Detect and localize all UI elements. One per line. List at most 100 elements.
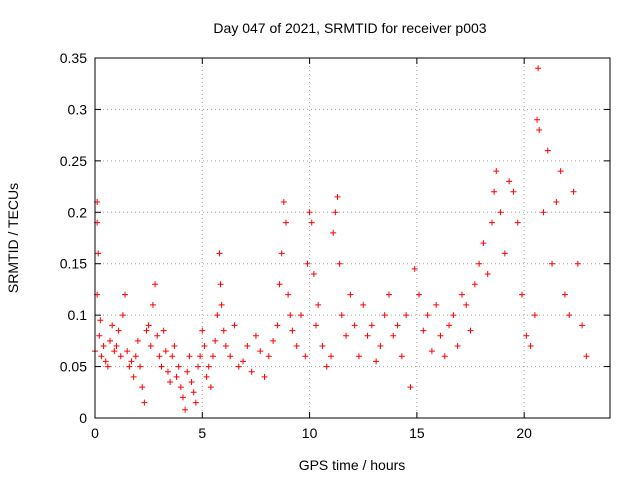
data-point [332, 209, 339, 216]
data-point [501, 250, 508, 257]
data-point [420, 327, 427, 334]
data-point [113, 343, 120, 349]
data-point [220, 327, 227, 334]
data-point [553, 199, 560, 205]
data-point [143, 327, 150, 334]
y-tick-label: 0.1 [68, 307, 88, 323]
data-point [186, 353, 193, 360]
y-tick-label: 0.3 [68, 101, 88, 117]
data-point [197, 353, 204, 360]
data-point [188, 379, 195, 385]
data-point [411, 265, 418, 272]
data-point [222, 343, 229, 349]
data-point [566, 312, 573, 319]
data-point [334, 193, 341, 200]
data-point [177, 384, 184, 391]
axis-ticks: 0 5 10 15 20 0 0.05 0.1 0.15 0.2 0.25 0.3 0.35 [60, 50, 610, 441]
data-point [328, 353, 335, 360]
data-point [289, 327, 296, 334]
data-point [175, 363, 182, 370]
data-point [104, 363, 111, 370]
data-point [182, 406, 189, 413]
data-point [141, 399, 148, 406]
data-point [117, 353, 124, 360]
data-point [561, 291, 568, 298]
data-point [102, 358, 109, 365]
data-point [126, 363, 133, 370]
data-point [304, 260, 311, 267]
data-point [450, 312, 457, 319]
data-point [360, 301, 367, 308]
data-point [156, 353, 163, 360]
data-point [385, 291, 392, 298]
data-point [231, 322, 238, 329]
data-point [531, 312, 538, 319]
data-point [519, 291, 526, 298]
chart-title: Day 047 of 2021, SRMTID for receiver p00… [213, 20, 486, 36]
data-point [147, 343, 154, 349]
data-point [476, 260, 483, 267]
data-point [347, 291, 354, 298]
data-point [218, 301, 225, 308]
y-tick-label: 0.25 [60, 153, 87, 169]
data-point [527, 343, 534, 349]
data-point [270, 337, 277, 344]
data-point [285, 291, 292, 298]
data-point [338, 312, 345, 319]
data-point [195, 363, 201, 370]
data-point [278, 250, 285, 257]
data-point [201, 343, 208, 349]
x-tick-label: 20 [516, 425, 532, 441]
data-point [139, 384, 146, 391]
data-point [179, 394, 186, 401]
data-point [199, 327, 206, 334]
data-point [535, 65, 542, 72]
data-point [171, 343, 178, 349]
data-point [287, 312, 294, 319]
data-point [394, 322, 401, 329]
plot-frame [94, 57, 611, 419]
grid [95, 58, 610, 418]
data-point [510, 188, 517, 195]
data-point [293, 343, 300, 349]
x-tick-label: 5 [198, 425, 206, 441]
data-point [302, 353, 309, 360]
data-point [381, 312, 388, 319]
data-point [169, 353, 176, 360]
data-point [115, 327, 122, 334]
data-point [463, 301, 470, 308]
x-tick-label: 15 [409, 425, 425, 441]
data-point [276, 281, 283, 288]
data-point [190, 389, 197, 396]
data-point [557, 168, 564, 175]
y-tick-label: 0 [79, 410, 87, 426]
data-point [377, 343, 384, 349]
y-tick-label: 0.15 [60, 256, 87, 272]
data-point [192, 399, 199, 406]
data-point [493, 168, 500, 175]
data-point [390, 332, 397, 339]
data-point [109, 322, 116, 329]
data-point [274, 322, 281, 329]
data-point [523, 332, 530, 339]
data-point [124, 348, 131, 355]
data-point [368, 322, 375, 329]
data-point [544, 147, 551, 154]
data-point [252, 332, 259, 339]
data-point [433, 301, 440, 308]
data-point [210, 353, 217, 360]
x-tick-label: 10 [302, 425, 318, 441]
data-point [403, 312, 410, 319]
data-point [364, 332, 371, 339]
data-point [214, 312, 221, 319]
data-point [428, 348, 435, 355]
data-point [308, 219, 315, 226]
data-point [424, 312, 431, 319]
data-point [235, 363, 242, 370]
x-tick-label: 0 [91, 425, 99, 441]
data-point [158, 363, 165, 370]
data-point [441, 353, 448, 360]
data-point [467, 327, 474, 334]
data-point [130, 373, 137, 380]
